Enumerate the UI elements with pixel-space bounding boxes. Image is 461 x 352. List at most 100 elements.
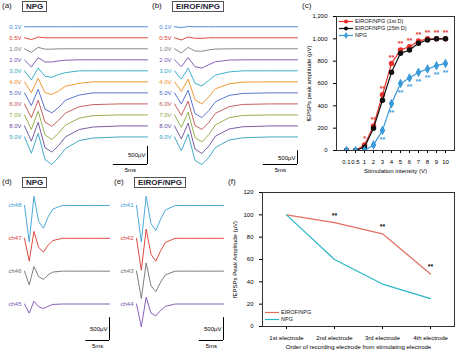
svg-text:ch44: ch44 xyxy=(120,301,134,307)
svg-text:5ms: 5ms xyxy=(125,167,136,173)
svg-text:ch48: ch48 xyxy=(8,202,22,208)
svg-text:**: ** xyxy=(380,136,386,143)
svg-text:**: ** xyxy=(443,69,449,76)
svg-text:3.0V: 3.0V xyxy=(159,68,171,74)
svg-text:Stimulation intensity (V): Stimulation intensity (V) xyxy=(364,168,427,174)
svg-text:**: ** xyxy=(434,71,440,78)
svg-text:**: ** xyxy=(389,109,395,116)
svg-text:5.0V: 5.0V xyxy=(9,90,21,96)
svg-text:0.5V: 0.5V xyxy=(9,35,21,41)
svg-text:8.0V: 8.0V xyxy=(9,123,21,129)
svg-text:80: 80 xyxy=(247,234,254,240)
svg-text:**: ** xyxy=(416,31,422,38)
svg-text:ch43: ch43 xyxy=(120,268,134,274)
svg-text:5ms: 5ms xyxy=(206,343,217,349)
svg-text:1,200: 1,200 xyxy=(312,13,328,19)
svg-text:100: 100 xyxy=(243,212,254,218)
svg-text:**: ** xyxy=(398,89,404,96)
svg-text:1.0V: 1.0V xyxy=(9,46,21,52)
svg-text:10: 10 xyxy=(442,159,449,165)
svg-text:2: 2 xyxy=(372,159,376,165)
svg-text:5.0V: 5.0V xyxy=(159,90,171,96)
html-text:EIROF/NPG: EIROF/NPG xyxy=(176,2,220,11)
svg-text:ch42: ch42 xyxy=(120,235,134,241)
svg-text:60: 60 xyxy=(247,256,254,262)
svg-text:9.0V: 9.0V xyxy=(159,134,171,140)
svg-text:0.5V: 0.5V xyxy=(159,35,171,41)
svg-text:3: 3 xyxy=(381,159,385,165)
svg-text:9: 9 xyxy=(435,159,439,165)
svg-text:**: ** xyxy=(416,78,422,85)
html-text:NPG: NPG xyxy=(26,2,44,11)
svg-text:**: ** xyxy=(434,29,440,36)
svg-text:6.0V: 6.0V xyxy=(159,101,171,107)
svg-text:3rd electrode: 3rd electrode xyxy=(365,335,401,341)
svg-text:800: 800 xyxy=(317,58,328,64)
svg-text:4: 4 xyxy=(390,159,394,165)
svg-text:0.1V: 0.1V xyxy=(9,24,21,30)
svg-text:**: ** xyxy=(380,223,386,230)
svg-text:2nd electrode: 2nd electrode xyxy=(316,335,353,341)
svg-text:5ms: 5ms xyxy=(275,167,286,173)
svg-text:fEPSPs Peak Amplitude (µV): fEPSPs Peak Amplitude (µV) xyxy=(232,221,238,298)
html-text:NPG: NPG xyxy=(26,178,44,187)
svg-text:2.0V: 2.0V xyxy=(159,57,171,63)
svg-text:**: ** xyxy=(425,74,431,81)
svg-text:fEPSPs peak amplitude (µV): fEPSPs peak amplitude (µV) xyxy=(306,45,312,121)
svg-text:400: 400 xyxy=(317,103,328,109)
svg-text:1st electrode: 1st electrode xyxy=(269,335,304,341)
svg-text:9.0V: 9.0V xyxy=(9,134,21,140)
svg-text:ch47: ch47 xyxy=(8,235,22,241)
svg-text:**: ** xyxy=(398,40,404,47)
svg-text:4.0V: 4.0V xyxy=(9,79,21,85)
svg-text:**: ** xyxy=(389,54,395,61)
svg-text:*: * xyxy=(363,135,366,142)
svg-text:120: 120 xyxy=(243,189,254,195)
html-text:(a): (a) xyxy=(2,1,12,10)
svg-text:7.0V: 7.0V xyxy=(159,112,171,118)
svg-text:5ms: 5ms xyxy=(92,343,103,349)
svg-text:40: 40 xyxy=(247,279,254,285)
html-text:(b): (b) xyxy=(152,1,162,10)
svg-text:20: 20 xyxy=(247,301,254,307)
svg-text:5: 5 xyxy=(399,159,403,165)
svg-text:ch41: ch41 xyxy=(120,202,134,208)
html-text:(d): (d) xyxy=(2,177,12,186)
svg-text:Order of recording electrode f: Order of recording electrode from stimul… xyxy=(286,344,432,350)
svg-text:1.0V: 1.0V xyxy=(159,46,171,52)
svg-text:0.5: 0.5 xyxy=(351,159,360,165)
svg-text:**: ** xyxy=(443,29,449,36)
svg-text:**: ** xyxy=(428,263,434,270)
svg-text:**: ** xyxy=(380,85,386,92)
svg-text:**: ** xyxy=(407,83,413,90)
svg-text:3.0V: 3.0V xyxy=(9,68,21,74)
svg-text:ch45: ch45 xyxy=(8,301,22,307)
svg-text:6: 6 xyxy=(408,159,412,165)
svg-text:7.0V: 7.0V xyxy=(9,112,21,118)
svg-text:500µV: 500µV xyxy=(90,326,107,332)
svg-text:**: ** xyxy=(332,212,338,219)
svg-text:**: ** xyxy=(425,29,431,36)
svg-text:200: 200 xyxy=(317,125,328,131)
svg-text:4th electrode: 4th electrode xyxy=(413,335,448,341)
svg-text:1: 1 xyxy=(363,159,367,165)
svg-text:1,000: 1,000 xyxy=(312,36,328,42)
svg-text:600: 600 xyxy=(317,80,328,86)
svg-text:500µV: 500µV xyxy=(204,326,221,332)
svg-text:8: 8 xyxy=(426,159,430,165)
svg-text:500µV: 500µV xyxy=(128,152,145,158)
svg-text:0: 0 xyxy=(250,323,254,329)
svg-text:0.1V: 0.1V xyxy=(159,24,171,30)
svg-text:500µV: 500µV xyxy=(278,155,295,161)
svg-text:0: 0 xyxy=(324,147,328,153)
svg-text:0.1: 0.1 xyxy=(342,159,351,165)
svg-text:6.0V: 6.0V xyxy=(9,101,21,107)
svg-text:7: 7 xyxy=(417,159,421,165)
svg-text:8.0V: 8.0V xyxy=(159,123,171,129)
svg-text:4.0V: 4.0V xyxy=(159,79,171,85)
html-text:(e): (e) xyxy=(114,177,124,186)
svg-text:2.0V: 2.0V xyxy=(9,57,21,63)
html-text:(c): (c) xyxy=(302,1,312,10)
svg-text:ch46: ch46 xyxy=(8,268,22,274)
svg-text:**: ** xyxy=(407,37,413,44)
